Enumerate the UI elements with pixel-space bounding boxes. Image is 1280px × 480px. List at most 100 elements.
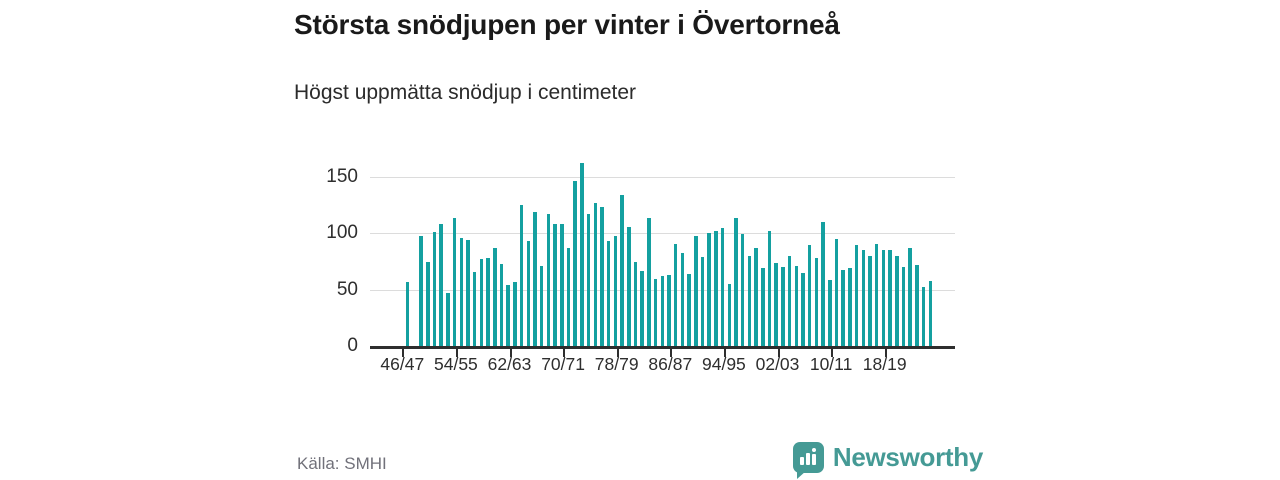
bar <box>506 285 510 347</box>
bar <box>513 282 517 347</box>
bar <box>720 227 725 347</box>
bar <box>908 248 912 347</box>
bar <box>459 237 463 347</box>
bar <box>419 235 423 347</box>
bar <box>673 243 678 347</box>
y-axis-tick-label: 100 <box>326 222 358 244</box>
bar <box>573 181 577 347</box>
bar <box>888 250 892 347</box>
bar <box>707 233 711 347</box>
bar <box>620 194 624 347</box>
x-axis-tick-label: 94/95 <box>701 354 746 374</box>
bar <box>821 222 825 347</box>
gridline-y100 <box>370 233 955 235</box>
bar <box>714 231 718 347</box>
x-axis-tick-label: 02/03 <box>755 354 800 374</box>
bar <box>680 252 685 347</box>
x-axis-tick <box>884 348 887 357</box>
bar <box>606 241 611 347</box>
x-axis-tick <box>777 348 780 357</box>
bar <box>848 268 852 347</box>
brand-name: Newsworthy <box>832 441 983 472</box>
bar <box>901 267 906 347</box>
x-axis-tick <box>616 348 619 357</box>
bar <box>781 267 785 347</box>
bar <box>834 239 839 347</box>
x-axis-tick <box>670 348 673 357</box>
bar <box>828 279 832 347</box>
gridline-y150 <box>370 176 955 178</box>
x-axis-line <box>370 345 955 349</box>
bar <box>560 224 564 347</box>
bar <box>405 282 410 347</box>
y-axis-tick-label: 150 <box>326 165 358 187</box>
source-note: Källa: SMHI <box>297 454 387 473</box>
bar <box>546 214 551 347</box>
bar <box>700 257 705 347</box>
x-axis-tick <box>509 348 512 357</box>
bar <box>466 240 470 347</box>
bar <box>472 271 477 347</box>
bar <box>928 280 932 347</box>
bar <box>647 217 651 347</box>
bar <box>807 244 812 347</box>
bar <box>767 231 772 347</box>
bar <box>613 235 618 347</box>
bar <box>794 266 798 347</box>
bar <box>539 266 544 347</box>
bar <box>868 255 872 347</box>
x-axis-tick-label: 86/87 <box>648 354 693 374</box>
bar-chart-speech-bubble-icon <box>792 441 824 479</box>
bar <box>593 202 597 347</box>
bar <box>519 205 524 347</box>
x-axis-tick <box>455 348 458 357</box>
bar <box>841 269 845 347</box>
bar <box>566 248 571 347</box>
bar <box>921 286 926 347</box>
bar <box>801 272 805 347</box>
bar <box>787 255 792 347</box>
x-axis-tick-label: 70/71 <box>541 354 585 374</box>
x-axis-tick-label: 10/11 <box>809 354 853 374</box>
bar <box>734 217 738 347</box>
bar <box>653 278 658 347</box>
bar <box>633 261 638 347</box>
bar <box>694 235 698 347</box>
y-axis-tick-label: 0 <box>347 334 358 356</box>
bar <box>426 261 430 347</box>
bar <box>667 275 671 347</box>
bar <box>740 234 745 347</box>
x-axis-tick <box>563 348 566 357</box>
x-axis-tick-label: 46/47 <box>380 354 425 374</box>
bar <box>446 293 450 347</box>
bar <box>580 163 584 347</box>
bar <box>881 250 886 347</box>
newsworthy-logo: Newsworthy <box>792 440 983 479</box>
bar <box>533 211 537 347</box>
bar <box>915 265 919 347</box>
bar <box>586 214 591 347</box>
bar <box>600 207 604 347</box>
bar <box>479 259 484 347</box>
x-axis-tick-label: 54/55 <box>433 354 478 374</box>
bar <box>874 243 879 347</box>
bar <box>861 250 865 347</box>
bar <box>627 226 631 347</box>
bar <box>761 268 765 347</box>
chart-subtitle: Högst uppmätta snödjup i centimeter <box>294 81 637 104</box>
bar <box>499 263 504 347</box>
bar <box>640 270 644 347</box>
x-axis-tick <box>723 348 726 357</box>
bar <box>452 217 457 347</box>
bar <box>727 284 731 347</box>
bar <box>553 224 557 347</box>
bar <box>486 258 490 347</box>
bar <box>660 276 664 347</box>
bar <box>687 274 691 347</box>
x-axis-tick <box>402 348 405 357</box>
chart-title: Största snödjupen per vinter i Övertorne… <box>294 9 840 40</box>
bar <box>526 241 530 347</box>
bar <box>439 224 443 347</box>
